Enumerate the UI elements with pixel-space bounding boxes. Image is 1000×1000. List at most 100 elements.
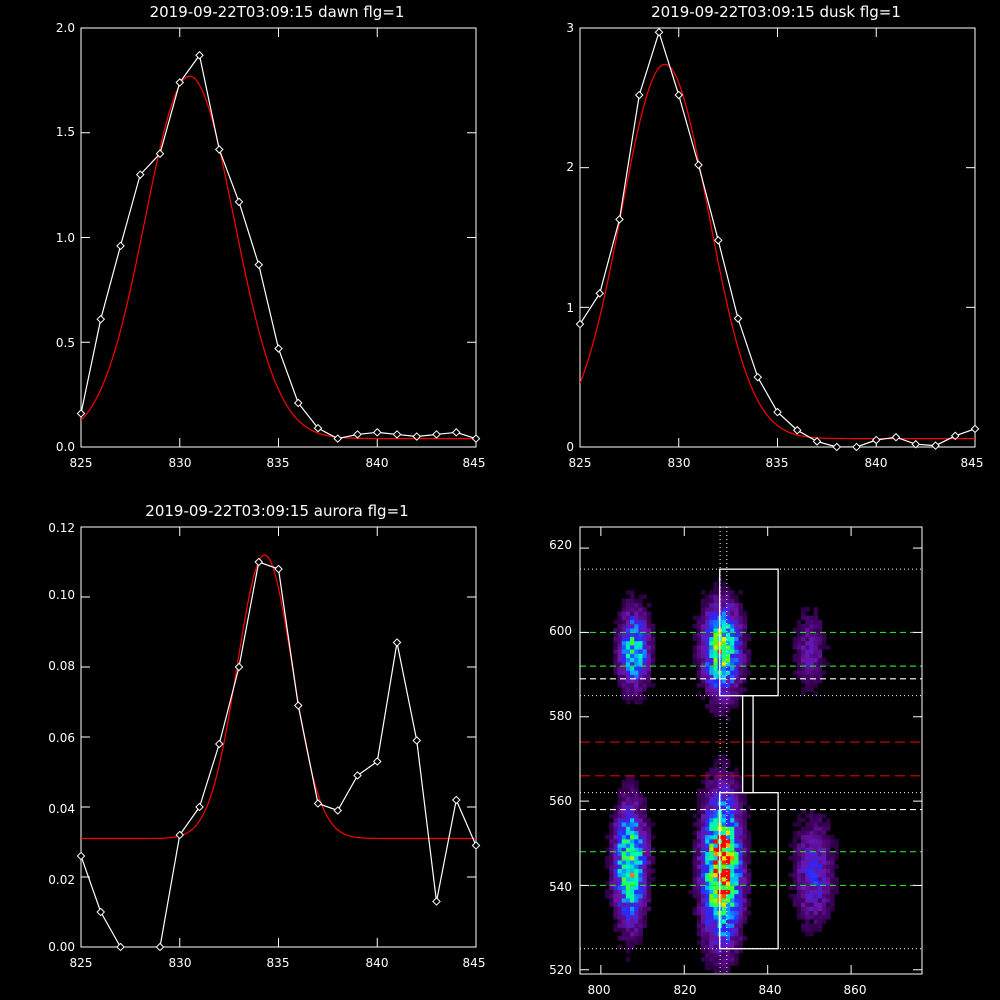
heatmap-cell	[617, 881, 623, 886]
heatmap-cell	[734, 691, 739, 696]
heatmap-cell	[613, 666, 618, 671]
heatmap-cell	[721, 674, 727, 680]
heatmap-cell	[609, 855, 614, 861]
heatmap-cell	[617, 830, 623, 836]
dawn-y-tick-label: 1.0	[56, 231, 75, 245]
dawn-data-point	[353, 430, 362, 439]
heatmap-cell	[746, 902, 752, 907]
heatmap-cell	[621, 813, 627, 819]
heatmap-cell	[817, 889, 823, 895]
heatmap-cell	[721, 868, 727, 874]
heatmap-cell	[830, 839, 835, 844]
heatmap-cell	[805, 885, 810, 890]
heatmap-cell	[801, 611, 806, 616]
heatmap-cell	[634, 666, 639, 671]
heatmap-cell	[705, 868, 710, 874]
heatmap-cell	[725, 771, 731, 777]
heatmap-cell	[605, 860, 610, 865]
heatmap-cell	[625, 678, 631, 684]
heatmap-cell	[630, 653, 635, 659]
heatmap-cell	[713, 695, 718, 701]
heatmap-cell	[801, 826, 806, 831]
heatmap-cell	[805, 902, 810, 907]
heatmap-cell	[642, 645, 648, 650]
heatmap-cell	[713, 889, 718, 895]
heatmap-cell	[826, 881, 831, 886]
heatmap-cell	[646, 872, 652, 878]
heatmap-cell	[738, 805, 743, 810]
heatmap-cell	[621, 687, 627, 692]
heatmap-cell	[721, 839, 727, 844]
heatmap-cell	[709, 931, 714, 937]
heatmap-cell	[746, 881, 752, 886]
heatmap-cell	[617, 678, 623, 684]
heatmap-cell	[792, 830, 798, 836]
heatmap-cell	[609, 834, 614, 840]
heatmap-cell	[625, 839, 631, 844]
heatmap-cell	[625, 851, 631, 857]
heatmap-cell	[725, 860, 731, 865]
heatmap-cell	[713, 699, 718, 705]
heatmap-cell	[725, 699, 731, 705]
heatmap-cell	[801, 817, 806, 823]
heatmap-cell	[734, 602, 739, 608]
heatmap-cell	[713, 851, 718, 857]
heatmap-cell	[742, 632, 748, 637]
heatmap-cell	[738, 906, 743, 912]
heatmap-cell	[725, 611, 731, 616]
heatmap-cell	[700, 931, 706, 937]
heatmap-cell	[705, 864, 710, 869]
heatmap-cell	[700, 847, 706, 853]
heatmap-cell	[821, 872, 827, 878]
heatmap-cell	[638, 796, 643, 802]
heatmap-cell	[805, 645, 810, 650]
heatmap-cell	[738, 923, 743, 928]
heatmap-cell	[630, 881, 635, 886]
heatmap-cell	[734, 623, 739, 629]
heatmap-cell	[826, 885, 831, 890]
heatmap-cell	[696, 885, 702, 890]
heatmap-cell	[713, 771, 718, 777]
heatmap-cell	[721, 851, 727, 857]
heatmap-cell	[730, 860, 735, 865]
heatmap-cell	[638, 666, 643, 671]
heatmap-cell	[801, 864, 806, 869]
heatmap-cell	[809, 640, 814, 646]
heatmap-cell	[625, 919, 631, 924]
heatmap-cell	[646, 834, 652, 840]
heatmap-cell	[705, 805, 710, 810]
heatmap-cell	[713, 813, 718, 819]
heatmap-cell	[713, 632, 718, 637]
heatmap-cell	[738, 670, 743, 675]
heatmap-cell	[621, 885, 627, 890]
heatmap-cell	[738, 855, 743, 861]
heatmap-cell	[700, 919, 706, 924]
heatmap-cell	[709, 708, 714, 713]
heatmap-cell	[617, 623, 623, 629]
heatmap-cell	[634, 657, 639, 663]
heatmap-cell	[705, 957, 710, 962]
dusk-x-tick-label: 845	[961, 456, 984, 470]
heatmap-cell	[725, 906, 731, 912]
heatmap-cell	[821, 864, 827, 869]
heatmap-cell	[650, 640, 656, 646]
heatmap-cell	[738, 834, 743, 840]
heatmap-cell	[805, 864, 810, 869]
heatmap-cell	[642, 817, 648, 823]
heatmap-cell	[742, 623, 748, 629]
heatmap-cell	[621, 898, 627, 903]
heatmap-cell	[625, 699, 631, 705]
heatmap-cell	[621, 902, 627, 907]
heatmap-cell	[642, 607, 648, 612]
heatmap-cell	[705, 914, 710, 920]
heatmap-cell	[646, 615, 652, 621]
heatmap-cell	[617, 902, 623, 907]
heatmap-cell	[725, 670, 731, 675]
dawn-data-point	[392, 430, 402, 439]
heatmap-cell	[700, 611, 706, 616]
heatmap-cell	[805, 931, 810, 937]
image-y-tick-label: 620	[549, 538, 572, 552]
heatmap-cell	[692, 872, 698, 878]
heatmap-cell	[709, 952, 714, 958]
heatmap-cell	[709, 674, 714, 680]
